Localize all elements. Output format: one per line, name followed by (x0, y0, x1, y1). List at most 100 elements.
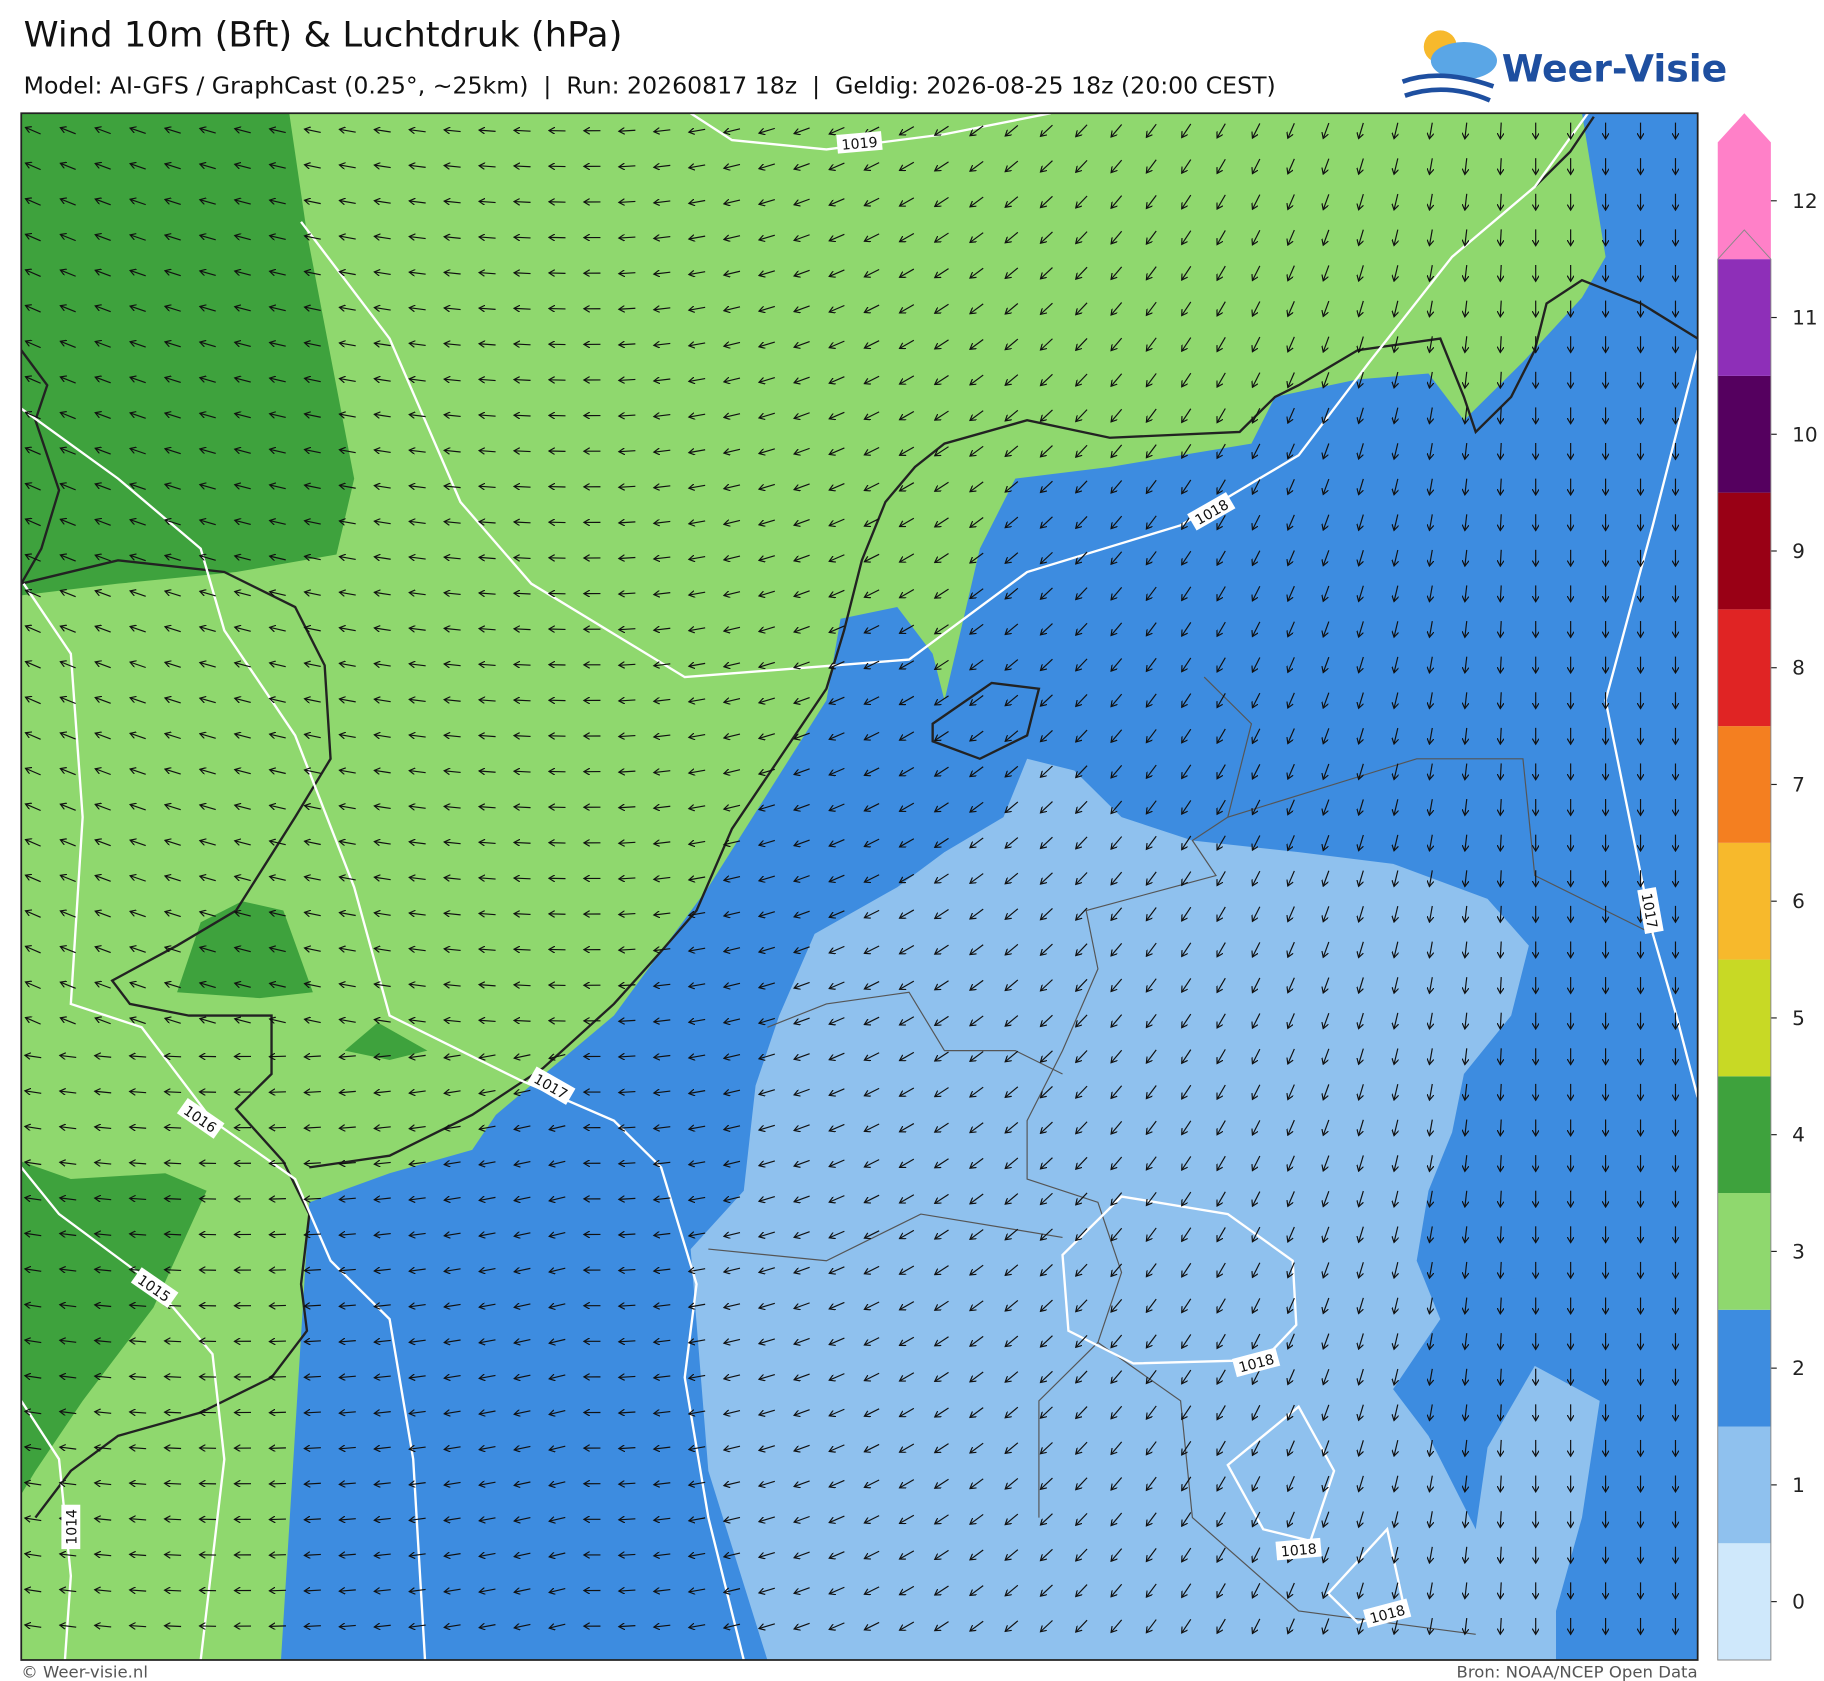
wind-arrow (724, 164, 741, 168)
wind-arrow (654, 130, 671, 132)
wind-arrow (1323, 229, 1330, 245)
wind-arrow (1394, 193, 1398, 210)
wind-arrow (1111, 480, 1123, 494)
wind-arrow (514, 308, 531, 309)
wind-arrow (829, 411, 845, 419)
wind-arrow (235, 520, 251, 524)
wind-arrow (829, 126, 845, 134)
wind-arrow (270, 592, 286, 596)
wind-arrow (1323, 621, 1330, 637)
wind-arrow (1394, 336, 1398, 352)
wind-arrow (1288, 265, 1295, 281)
wind-arrow (1323, 158, 1330, 174)
wind-arrow (1076, 480, 1088, 493)
wind-arrow (479, 557, 496, 558)
wind-arrow (409, 272, 426, 274)
wind-arrow (900, 375, 915, 384)
wind-arrow (1359, 122, 1364, 139)
wind-arrow (1182, 230, 1192, 245)
wind-arrow (864, 340, 880, 348)
wind-arrow (235, 200, 251, 204)
wind-arrow (235, 129, 251, 133)
wind-arrow (60, 128, 76, 135)
wind-arrow (25, 305, 41, 313)
isobar (21, 407, 745, 1660)
wind-arrow (1111, 337, 1123, 351)
colorbar-tick-label: 10 (1792, 422, 1818, 446)
logo-text: Weer-Visie (1502, 47, 1728, 91)
wind-arrow (724, 627, 741, 631)
wind-arrow (794, 376, 810, 383)
wind-arrow (165, 449, 181, 455)
wind-field-4 (21, 1161, 207, 1495)
wind-arrow (1076, 231, 1088, 244)
wind-arrow (305, 378, 321, 381)
wind-arrow (200, 235, 216, 241)
wind-arrow (1005, 125, 1019, 136)
wind-arrow (654, 593, 671, 595)
wind-arrow (374, 592, 391, 595)
wind-arrow (1359, 407, 1364, 424)
wind-arrow (900, 161, 915, 170)
wind-arrow (514, 344, 531, 345)
wind-arrow (269, 1092, 286, 1093)
wind-arrow (479, 201, 496, 202)
wind-arrow (1146, 373, 1157, 386)
wind-arrow (165, 1341, 182, 1342)
wind-arrow (689, 272, 706, 275)
wind-arrow (165, 484, 181, 490)
wind-arrow (60, 519, 76, 527)
logo: Weer-Visie (1401, 30, 1728, 103)
wind-arrow (1217, 586, 1226, 601)
wind-arrow (935, 481, 949, 491)
wind-arrow (935, 125, 949, 135)
wind-arrow (165, 1448, 182, 1449)
wind-arrow (1040, 195, 1053, 207)
colorbar-tick-label: 1 (1792, 1473, 1805, 1497)
wind-arrow (794, 269, 810, 276)
wind-arrow (1500, 585, 1501, 601)
wind-arrow (1500, 300, 1501, 317)
wind-arrow (1252, 443, 1261, 459)
wind-arrow (305, 414, 321, 417)
wind-arrow (200, 164, 216, 170)
wind-arrow (1288, 585, 1295, 601)
wind-arrow (900, 553, 915, 562)
colorbar-segment (1717, 959, 1771, 1077)
wind-arrow (689, 343, 706, 346)
wind-arrow (95, 413, 111, 420)
borders (708, 676, 1654, 1635)
wind-arrow (25, 234, 41, 242)
wind-arrow (165, 1519, 182, 1520)
wind-arrow (1288, 550, 1295, 565)
wind-arrow (829, 269, 845, 277)
wind-arrow (60, 234, 76, 242)
wind-arrow (1288, 443, 1295, 459)
wind-arrow (269, 1626, 286, 1627)
wind-arrow (689, 485, 706, 488)
wind-arrow (689, 628, 706, 631)
wind-arrow (1288, 229, 1295, 245)
wind-arrow (1146, 230, 1157, 244)
wind-arrow (235, 164, 251, 168)
wind-arrow (654, 415, 671, 417)
wind-arrow (374, 129, 391, 132)
wind-arrow (1429, 371, 1432, 388)
wind-arrow (1394, 443, 1398, 459)
wind-arrow (269, 1483, 286, 1484)
isobar (689, 113, 1051, 151)
wind-arrow (759, 448, 775, 454)
wind-arrow (1429, 514, 1432, 530)
wind-arrow (514, 380, 531, 381)
wind-arrow (165, 1198, 182, 1199)
wind-arrow (1288, 479, 1295, 494)
wind-arrow (829, 162, 845, 170)
colorbar-tick-label: 9 (1792, 539, 1805, 563)
wind-arrow (619, 130, 636, 131)
colorbar-tick-label: 5 (1792, 1006, 1805, 1030)
wind-arrow (130, 377, 146, 384)
colorbar-segment (1717, 1543, 1771, 1660)
wind-arrow (1252, 408, 1261, 423)
wind-arrow (514, 237, 531, 238)
wind-arrow (829, 554, 845, 562)
